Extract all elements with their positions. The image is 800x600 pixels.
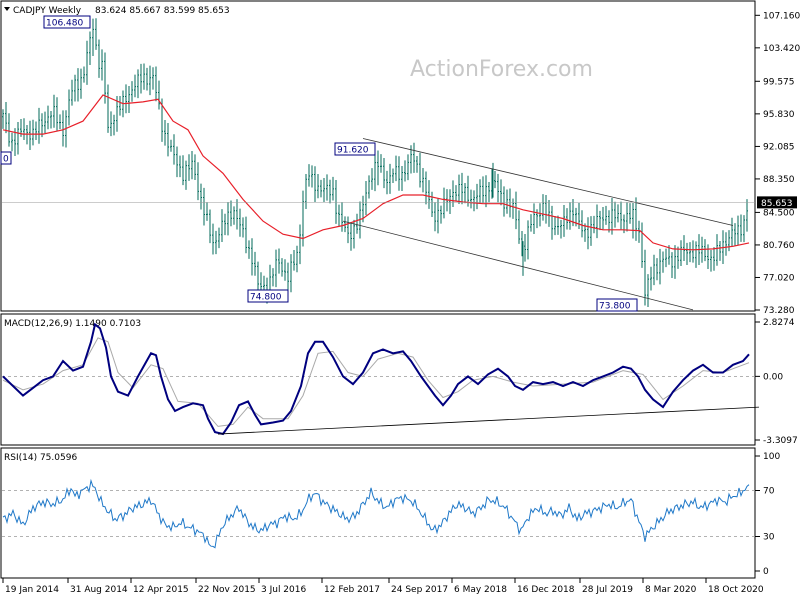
moving-average-line [2, 94, 750, 251]
price-lines [2, 94, 755, 311]
price-tick-label: 107.160 [763, 11, 800, 21]
x-tick-label: 12 Apr 2015 [133, 585, 189, 595]
price-annotation-label: 0 [3, 155, 9, 165]
current-price-badge [757, 196, 797, 209]
price-annotation-box [596, 298, 638, 312]
macd-trendline [217, 406, 760, 435]
rsi-title: RSI(14) 75.0596 [4, 453, 77, 463]
price-annotation-label: 91.620 [337, 146, 369, 156]
channel-upper-line [362, 138, 734, 226]
x-tick-label: 6 May 2018 [454, 585, 507, 595]
price-annotation-label: 74.800 [250, 293, 282, 303]
x-tick-label: 16 Dec 2018 [517, 585, 575, 595]
macd-tick-label: 2.8274 [763, 318, 795, 328]
price-candles [2, 18, 748, 307]
price-header: CADJPY Weekly 83.624 85.667 83.599 85.65… [4, 6, 230, 16]
macd-panel-frame [0, 313, 756, 446]
channel-lower-line [342, 220, 694, 311]
macd-axis: 2.8274 0.00 -3.3097 [755, 318, 798, 446]
symbol-label: CADJPY Weekly [13, 6, 82, 16]
macd-tick-label: 0.00 [763, 372, 783, 382]
price-annotation-box [247, 289, 289, 303]
macd-lines [2, 322, 760, 436]
macd-line [2, 322, 750, 436]
x-tick-label: 8 Mar 2020 [645, 585, 697, 595]
macd-tick-label: -3.3097 [763, 436, 798, 446]
rsi-line [2, 478, 750, 549]
dropdown-icon[interactable] [4, 7, 10, 11]
price-annotation-box [0, 151, 12, 165]
x-tick-label: 24 Sep 2017 [391, 585, 448, 595]
price-tick-label: 92.085 [763, 142, 795, 152]
price-annotations: 106.480 74.800 91.620 73.800 0 [0, 15, 638, 312]
x-axis: 19 Jan 2014 31 Aug 2014 12 Apr 2015 22 Nov … [2, 578, 764, 595]
x-tick-label: 3 Jul 2016 [261, 585, 306, 595]
price-tick-label: 80.760 [763, 241, 795, 251]
watermark: ActionForex.com [410, 57, 593, 82]
price-annotation-label: 73.800 [599, 302, 631, 312]
macd-signal-line [2, 337, 750, 427]
price-tick-label: 73.280 [763, 306, 795, 316]
price-annotation-label: 106.480 [46, 19, 83, 29]
price-annotation-box [334, 142, 376, 156]
price-tick-label: 88.350 [763, 175, 795, 185]
price-annotation-box [43, 15, 91, 29]
x-tick-label: 18 Oct 2020 [708, 585, 764, 595]
price-tick-label: 99.575 [763, 77, 795, 87]
price-tick-label: 77.020 [763, 273, 795, 283]
current-price-label: 85.653 [761, 199, 793, 209]
x-tick-label: 28 Jul 2019 [582, 585, 633, 595]
price-axis: 107.160 103.420 99.575 95.830 92.085 88.350 84… [755, 11, 800, 316]
rsi-tick-label: 0 [763, 567, 769, 577]
x-tick-label: 19 Jan 2014 [5, 585, 59, 595]
x-tick-label: 12 Feb 2017 [324, 585, 380, 595]
rsi-tick-label: 70 [763, 487, 775, 497]
rsi-lines [2, 478, 750, 549]
x-tick-label: 31 Aug 2014 [70, 585, 128, 595]
price-tick-label: 84.500 [763, 208, 795, 218]
price-tick-label: 95.830 [763, 110, 795, 120]
macd-title: MACD(12,26,9) 1.1490 0.7103 [4, 319, 141, 329]
rsi-panel-frame [0, 447, 756, 579]
rsi-tick-label: 30 [763, 533, 775, 543]
rsi-axis: 100 70 30 0 [755, 452, 780, 577]
price-tick-label: 103.420 [763, 44, 800, 54]
rsi-grid [2, 490, 755, 537]
x-tick-label: 22 Nov 2015 [198, 585, 256, 595]
ohlc-label: 83.624 85.667 83.599 85.653 [95, 6, 230, 16]
rsi-tick-label: 100 [763, 452, 780, 462]
